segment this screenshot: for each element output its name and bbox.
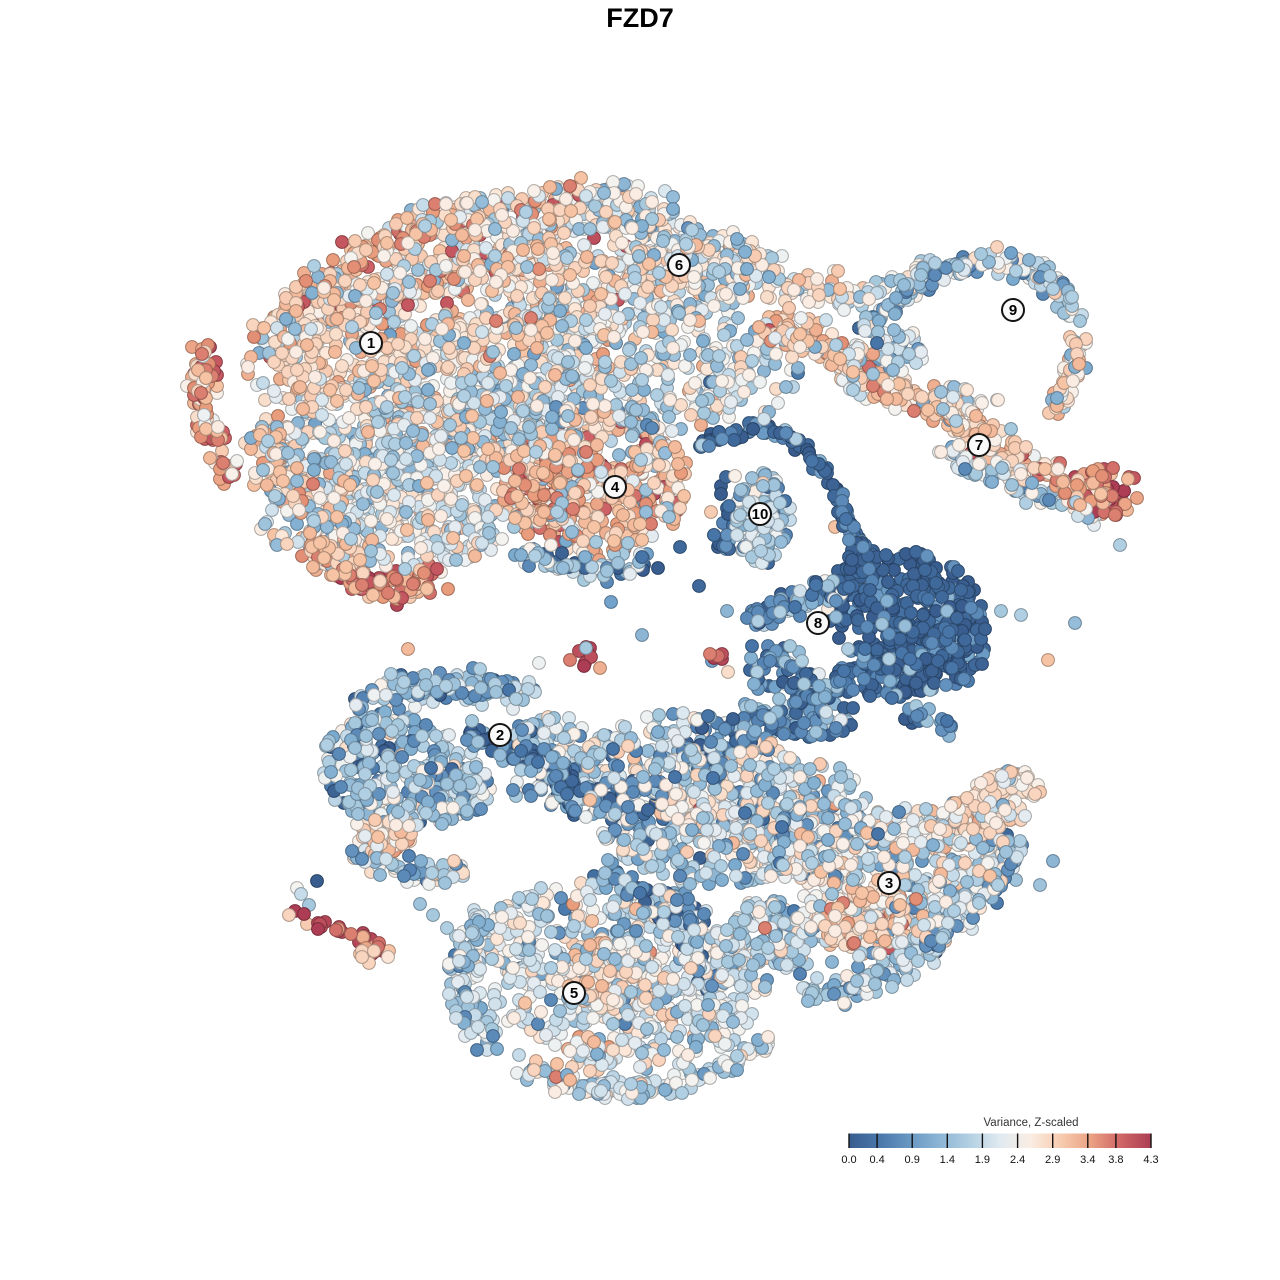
svg-text:FZD7: FZD7 <box>606 3 674 33</box>
